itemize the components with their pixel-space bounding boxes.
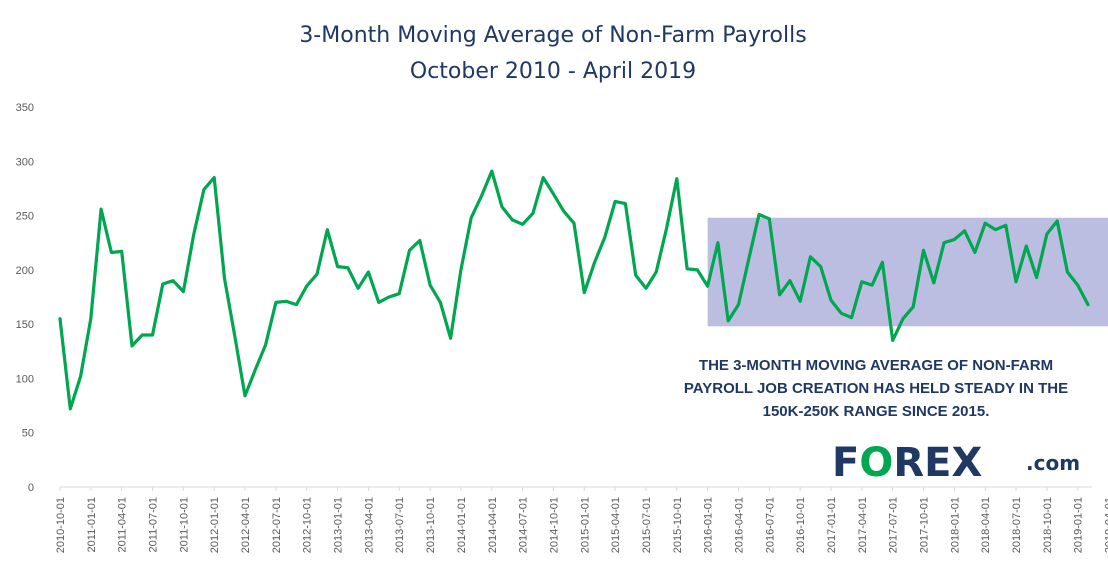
x-tick-label: 2018-04-01 — [980, 497, 992, 553]
logo-letter-f: F — [832, 440, 859, 486]
x-tick-label: 2014-01-01 — [456, 497, 468, 553]
x-tick-label: 2011-10-01 — [178, 497, 190, 552]
x-tick-label: 2012-04-01 — [240, 497, 252, 553]
forex-logo: FOREX .com — [832, 440, 1080, 486]
logo-letter-o: O — [859, 440, 893, 486]
x-tick-label: 2014-07-01 — [518, 497, 530, 553]
x-tick-label: 2019-01-01 — [1073, 497, 1085, 553]
logo-suffix: .com — [1026, 451, 1080, 475]
x-tick-label: 2014-04-01 — [487, 497, 499, 553]
svg-text:FOREX: FOREX — [832, 440, 982, 486]
annotation-line-3: 150K-250K RANGE SINCE 2015. — [763, 403, 990, 420]
y-tick-label: 350 — [16, 102, 34, 114]
y-tick-label: 300 — [16, 156, 34, 168]
x-tick-label: 2013-07-01 — [394, 497, 406, 553]
x-tick-label: 2012-07-01 — [271, 497, 283, 553]
x-tick-label: 2011-04-01 — [117, 497, 129, 552]
x-tick-label: 2014-10-01 — [548, 497, 560, 553]
x-tick-label: 2018-07-01 — [1011, 497, 1023, 553]
x-tick-label: 2012-01-01 — [209, 497, 221, 553]
x-tick-label: 2017-04-01 — [857, 497, 869, 553]
x-tick-label: 2018-10-01 — [1042, 497, 1054, 553]
y-tick-label: 150 — [16, 319, 34, 331]
x-tick-label: 2013-01-01 — [333, 497, 345, 553]
x-tick-label: 2015-10-01 — [672, 497, 684, 553]
x-tick-label: 2016-07-01 — [764, 497, 776, 553]
x-tick-label: 2015-04-01 — [610, 497, 622, 553]
chart-title: 3-Month Moving Average of Non-Farm Payro… — [299, 23, 806, 48]
highlight-band — [707, 217, 1108, 327]
x-tick-label: 2017-10-01 — [919, 497, 931, 553]
logo-letters-rex: REX — [893, 440, 982, 486]
x-tick-label: 2013-10-01 — [425, 497, 437, 553]
y-tick-label: 100 — [16, 373, 34, 385]
x-tick-label: 2019-04-01 — [1104, 497, 1108, 553]
x-tick-label: 2010-10-01 — [55, 497, 67, 553]
x-tick-label: 2016-01-01 — [703, 497, 715, 553]
x-tick-label: 2011-07-01 — [148, 497, 160, 552]
y-tick-label: 250 — [16, 211, 34, 223]
x-tick-label: 2017-01-01 — [826, 497, 838, 553]
x-tick-label: 2011-01-01 — [86, 497, 98, 552]
y-tick-label: 50 — [22, 428, 34, 440]
chart-subtitle: October 2010 - April 2019 — [410, 59, 696, 84]
annotation-line-2: PAYROLL JOB CREATION HAS HELD STEADY IN … — [684, 380, 1068, 397]
x-tick-label: 2017-07-01 — [888, 497, 900, 553]
x-tick-label: 2015-01-01 — [579, 497, 591, 553]
x-tick-label: 2018-01-01 — [949, 497, 961, 553]
x-tick-label: 2012-10-01 — [302, 497, 314, 553]
x-tick-label: 2016-04-01 — [733, 497, 745, 553]
annotation: THE 3-MONTH MOVING AVERAGE OF NON-FARM P… — [684, 357, 1068, 420]
y-tick-label: 200 — [16, 265, 34, 277]
x-tick-label: 2016-10-01 — [795, 497, 807, 553]
x-tick-label: 2015-07-01 — [641, 497, 653, 553]
y-tick-label: 0 — [28, 482, 34, 494]
series-line — [58, 169, 1090, 411]
x-tick-label: 2013-04-01 — [363, 497, 375, 553]
annotation-line-1: THE 3-MONTH MOVING AVERAGE OF NON-FARM — [699, 357, 1053, 374]
